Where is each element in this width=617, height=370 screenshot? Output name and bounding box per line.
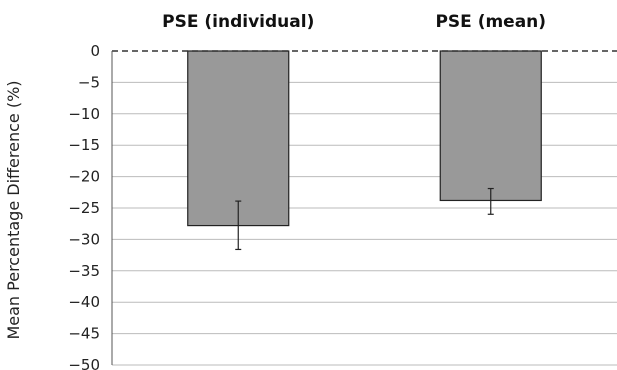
- category-labels: PSE (individual) PSE (mean): [162, 12, 546, 32]
- error-bars: [235, 187, 494, 251]
- bar: [439, 50, 542, 202]
- y-tick-label: −5: [78, 73, 100, 91]
- y-axis-title: Mean Percentage Difference (%): [4, 80, 23, 339]
- y-tick-label: 0: [90, 42, 100, 60]
- y-tick-label: −30: [68, 230, 100, 248]
- y-tick-labels: 0 −5 −10 −15 −20 −25 −30 −35 −40 −45 −50: [68, 42, 100, 370]
- y-tick-label: −35: [68, 262, 100, 280]
- y-tick-label: −15: [68, 136, 100, 154]
- category-label: PSE (individual): [162, 12, 314, 32]
- y-tick-label: −40: [68, 293, 100, 311]
- bar: [187, 50, 290, 227]
- y-tick-label: −10: [68, 105, 100, 123]
- y-tick-label: −25: [68, 199, 100, 217]
- y-tick-label: −50: [68, 356, 100, 370]
- bars: [187, 50, 542, 227]
- y-tick-label: −20: [68, 168, 100, 186]
- y-tick-label: −45: [68, 325, 100, 343]
- category-label: PSE (mean): [435, 12, 546, 32]
